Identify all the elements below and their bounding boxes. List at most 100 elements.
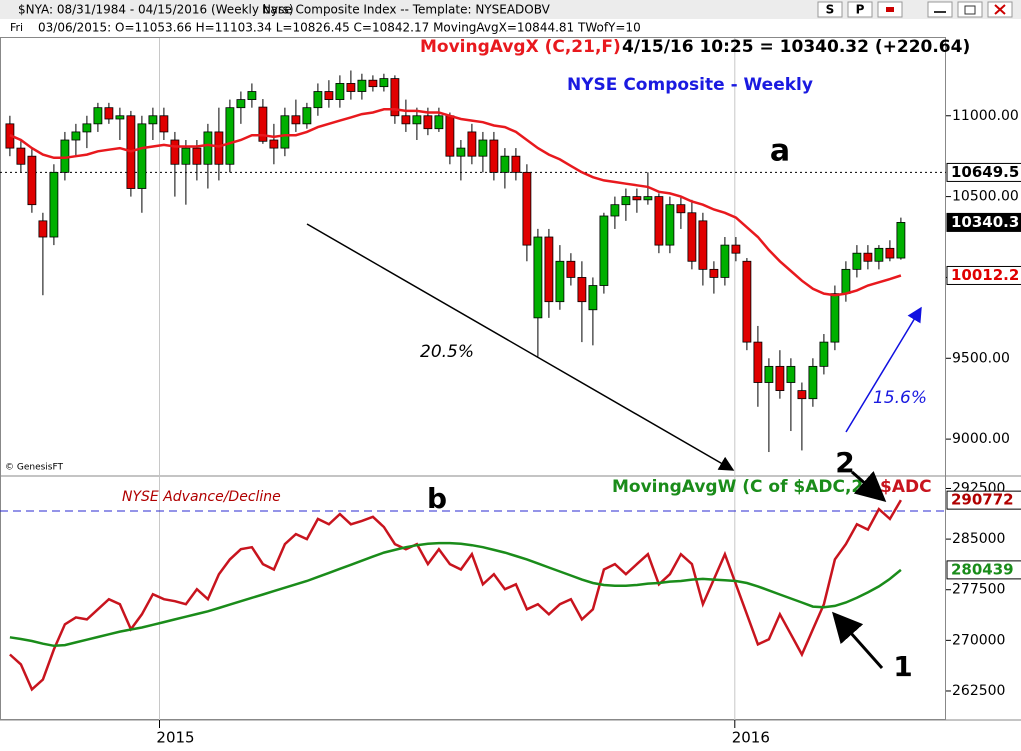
axis-box-label: 10649.5 (951, 163, 1019, 181)
candle-body (654, 196, 664, 246)
candle-body (819, 341, 829, 367)
candle-body (852, 252, 862, 270)
candle-body (786, 365, 796, 383)
candle-body (49, 171, 59, 238)
candle-body (137, 123, 147, 189)
y-tick-label: 9000.00 (952, 431, 1010, 447)
minimize[interactable] (927, 1, 953, 18)
candle-body (742, 260, 752, 343)
candle-body (599, 215, 609, 286)
icon (964, 5, 976, 15)
candle-body (379, 78, 389, 88)
candle-body (577, 277, 587, 303)
annotation: 15.6% (873, 388, 927, 408)
annotation: a (770, 134, 790, 169)
candle-body (247, 91, 257, 100)
series-line (9, 108, 902, 297)
arrow (845, 306, 922, 433)
axis-box-label: 280439 (951, 560, 1014, 578)
axis-box (946, 162, 1021, 182)
candle-body (434, 115, 444, 130)
candle-body (775, 365, 785, 392)
legend-ma: MovingAvgW (C of $ADC,21 (612, 477, 875, 497)
candle-body (797, 390, 807, 400)
candle-body (181, 147, 191, 165)
candle-body (731, 244, 741, 254)
candle-body (621, 196, 631, 206)
button[interactable] (847, 1, 873, 18)
candle-body (720, 244, 730, 278)
candle-body (863, 252, 873, 262)
candle-body (71, 131, 81, 141)
candle-body (456, 147, 466, 157)
candle-body (632, 196, 642, 201)
candle-body (159, 115, 169, 133)
candle-body (324, 91, 334, 100)
x-tick-label: 2015 (156, 729, 194, 747)
candle-body (533, 236, 543, 319)
candle-body (709, 268, 719, 278)
y-tick-label: 270000 (952, 632, 1005, 648)
annotation: 20.5% (420, 342, 474, 362)
candle-body (687, 212, 697, 262)
candle-body (302, 107, 312, 125)
candle-body (236, 99, 246, 109)
axis-box (946, 560, 1021, 580)
candle-body (500, 155, 510, 173)
candle-body (192, 147, 202, 165)
y-tick-label: 277500 (952, 582, 1005, 598)
candle-body (368, 79, 378, 88)
candle-body (269, 139, 279, 149)
bar-info: 03/06/2015: O=11053.66 H=11103.34 L=1082… (38, 21, 641, 35)
axis-box-label: 10012.2 (951, 266, 1019, 284)
candle-body (401, 115, 411, 125)
y-tick-label: 262500 (952, 683, 1005, 699)
icon (886, 7, 894, 12)
maximize[interactable] (957, 1, 983, 18)
candle-body (445, 115, 455, 157)
candle-body (423, 115, 433, 130)
axis-box (946, 490, 1021, 510)
annotation: 2 (835, 446, 854, 479)
axis-box-label: 10340.3 (951, 213, 1019, 231)
candle-body (27, 155, 37, 206)
candle-body (38, 220, 48, 238)
candle-body (808, 365, 818, 400)
legend-ma: MovingAvgX (C,21,F) (420, 37, 621, 57)
candle-body (280, 115, 290, 149)
y-tick-label: 285000 (952, 531, 1005, 547)
candle-body (588, 285, 598, 311)
series-line (9, 499, 902, 692)
candle-body (258, 106, 268, 142)
candle-body (698, 220, 708, 270)
candle-body (566, 260, 576, 278)
candle-body (357, 79, 367, 92)
arrow (832, 611, 884, 669)
header-bar (0, 0, 1021, 19)
template: Nyse Composite Index -- Template: NYSEAD… (262, 3, 551, 17)
candle-body (115, 115, 125, 120)
annotation: NYSE Advance/Decline (122, 489, 281, 505)
candle-body (467, 131, 477, 157)
button-label[interactable]: P (856, 3, 865, 17)
icon (994, 4, 1006, 15)
candle-body (511, 155, 521, 173)
annotation: 1 (893, 650, 912, 683)
quote: 4/15/16 10:25 = 10340.32 (+220.64) (622, 37, 970, 57)
candle-body (489, 139, 499, 173)
candle-body (170, 139, 180, 165)
legend-adc: $ADC (880, 477, 932, 497)
arrow (306, 223, 735, 471)
candle-body (214, 131, 224, 165)
candle-body (643, 196, 653, 201)
candle-body (610, 204, 620, 217)
candle-body (896, 222, 906, 259)
button[interactable] (817, 1, 843, 18)
button-label[interactable]: S (826, 3, 835, 17)
candle-body (830, 293, 840, 343)
candle-body (335, 83, 345, 100)
axis-box (946, 212, 1021, 232)
axis-box (946, 265, 1021, 285)
candle-body (676, 204, 686, 214)
